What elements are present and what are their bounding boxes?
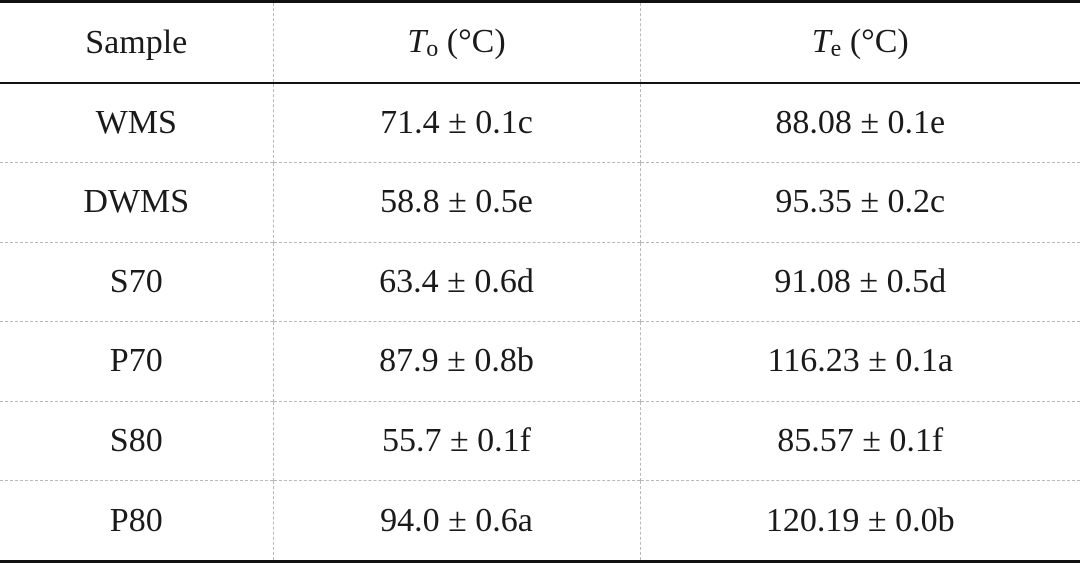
- cell-sample: WMS: [0, 83, 274, 163]
- data-table: Sample To (°C) Te (°C) WMS 71.4 ± 0.1c 8…: [0, 3, 1080, 560]
- cell-t-onset: 55.7 ± 0.1f: [272, 400, 641, 481]
- cell-t-end: 116.23 ± 0.1a: [639, 321, 1080, 401]
- cell-sample: P70: [0, 321, 274, 401]
- cell-t-end: 95.35 ± 0.2c: [639, 162, 1080, 242]
- header-t-end-unit: (°C): [841, 22, 909, 60]
- table-row: WMS 71.4 ± 0.1c 88.08 ± 0.1e: [0, 83, 1080, 163]
- cell-t-end: 85.57 ± 0.1f: [639, 400, 1080, 481]
- cell-sample: DWMS: [0, 162, 274, 242]
- table-row: DWMS 58.8 ± 0.5e 95.35 ± 0.2c: [0, 162, 1080, 242]
- cell-sample: S80: [0, 400, 274, 481]
- header-row: Sample To (°C) Te (°C): [0, 3, 1080, 84]
- header-t-onset: To (°C): [272, 3, 641, 84]
- header-t-end-symbol: T: [811, 22, 831, 60]
- cell-t-end: 120.19 ± 0.0b: [639, 480, 1080, 560]
- cell-t-onset: 87.9 ± 0.8b: [272, 321, 641, 401]
- header-t-onset-symbol: T: [407, 22, 427, 60]
- cell-t-onset: 71.4 ± 0.1c: [272, 83, 641, 163]
- cell-t-end: 91.08 ± 0.5d: [639, 241, 1080, 322]
- table-row: P80 94.0 ± 0.6a 120.19 ± 0.0b: [0, 480, 1080, 560]
- header-t-end: Te (°C): [639, 3, 1080, 84]
- table-body: WMS 71.4 ± 0.1c 88.08 ± 0.1e DWMS 58.8 ±…: [0, 83, 1080, 560]
- cell-sample: P80: [0, 480, 274, 560]
- header-sample: Sample: [0, 3, 274, 84]
- header-t-onset-unit: (°C): [438, 22, 506, 60]
- table-row: S80 55.7 ± 0.1f 85.57 ± 0.1f: [0, 400, 1080, 481]
- cell-t-onset: 58.8 ± 0.5e: [272, 162, 641, 242]
- cell-t-end: 88.08 ± 0.1e: [639, 83, 1080, 163]
- cell-t-onset: 63.4 ± 0.6d: [272, 241, 641, 322]
- table-row: P70 87.9 ± 0.8b 116.23 ± 0.1a: [0, 321, 1080, 401]
- table-header: Sample To (°C) Te (°C): [0, 3, 1080, 84]
- header-t-end-subscript: e: [830, 35, 842, 62]
- table-row: S70 63.4 ± 0.6d 91.08 ± 0.5d: [0, 241, 1080, 322]
- cell-sample: S70: [0, 241, 274, 322]
- header-t-onset-subscript: o: [426, 35, 439, 62]
- cell-t-onset: 94.0 ± 0.6a: [272, 480, 641, 560]
